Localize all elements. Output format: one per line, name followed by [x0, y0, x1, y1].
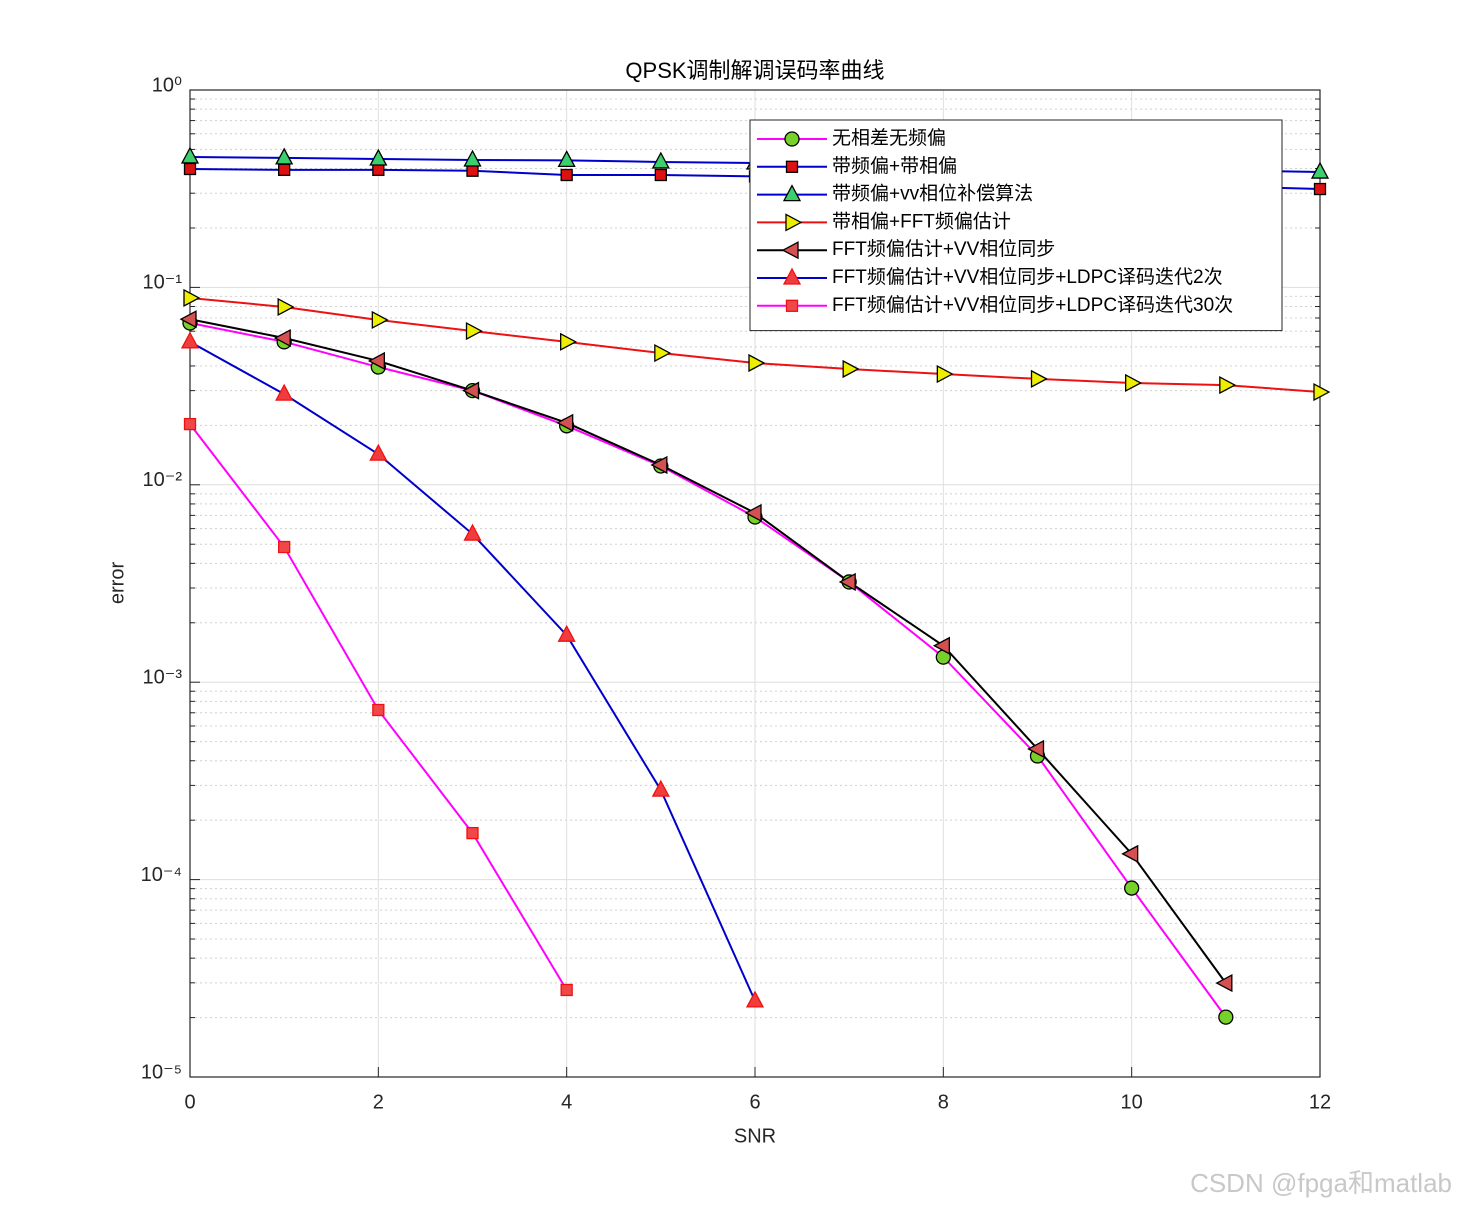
marker	[275, 147, 294, 165]
marker	[463, 149, 482, 167]
legend-label: 带频偏+带相偏	[832, 155, 957, 177]
marker	[371, 310, 389, 330]
marker	[1215, 974, 1233, 993]
legend-label: FFT频偏估计+VV相位同步	[832, 238, 1055, 260]
marker	[650, 455, 668, 475]
series-line	[189, 318, 1227, 984]
x-axis-label: SNR	[734, 1125, 776, 1147]
marker	[462, 381, 480, 400]
marker	[466, 164, 479, 177]
marker	[1121, 844, 1139, 863]
marker	[842, 359, 860, 379]
x-tick-label: 2	[373, 1091, 384, 1113]
marker	[277, 297, 295, 317]
marker	[745, 990, 765, 1008]
marker	[784, 131, 800, 147]
y-tick-label: 10⁻²	[143, 469, 183, 491]
marker	[1219, 376, 1237, 395]
marker	[1027, 739, 1045, 759]
marker	[651, 779, 670, 797]
marker	[651, 151, 670, 169]
marker	[744, 503, 762, 523]
marker	[932, 636, 950, 655]
marker	[748, 353, 766, 373]
legend-label: 带相偏+FFT频偏估计	[832, 210, 1011, 232]
x-tick-label: 8	[938, 1091, 949, 1113]
y-tick-label: 10⁻⁴	[141, 864, 182, 886]
marker	[1313, 182, 1327, 196]
marker	[556, 413, 574, 432]
x-tick-label: 4	[561, 1091, 572, 1113]
marker	[183, 288, 201, 308]
marker	[183, 162, 197, 176]
marker	[1030, 369, 1048, 388]
y-tick-label: 10⁻¹	[143, 272, 183, 294]
legend-box	[749, 119, 1283, 332]
marker	[560, 168, 573, 182]
axes-box	[189, 89, 1321, 1078]
chart-title: QPSK调制解调误码率曲线	[625, 58, 884, 83]
marker	[367, 351, 385, 371]
y-axis-label: error	[106, 562, 128, 605]
legend-label: 无相差无频偏	[832, 127, 946, 149]
marker	[278, 163, 291, 176]
marker	[1124, 880, 1140, 896]
marker	[838, 572, 856, 592]
legend-label: FFT频偏估计+VV相位同步+LDPC译码迭代30次	[832, 294, 1233, 316]
marker	[465, 321, 483, 341]
marker	[179, 310, 197, 329]
marker	[1313, 382, 1331, 402]
marker	[557, 624, 576, 642]
legend-label: FFT频偏估计+VV相位同步+LDPC译码迭代2次	[832, 266, 1223, 288]
marker	[463, 523, 482, 541]
marker	[785, 299, 799, 312]
marker	[654, 343, 672, 363]
marker	[180, 146, 200, 164]
marker	[372, 703, 385, 717]
marker	[275, 383, 294, 401]
y-tick-label: 10⁻³	[143, 666, 183, 688]
marker	[273, 328, 291, 348]
marker	[654, 168, 667, 182]
marker	[369, 443, 388, 461]
x-tick-label: 0	[184, 1091, 195, 1113]
x-tick-label: 12	[1309, 1091, 1331, 1113]
marker	[560, 983, 573, 997]
marker	[557, 150, 576, 168]
marker	[785, 213, 803, 232]
marker	[782, 267, 802, 285]
y-tick-label: 10⁰	[152, 74, 182, 96]
legend-label: 带频偏+vv相位补偿算法	[832, 183, 1033, 205]
marker	[781, 241, 799, 260]
marker	[180, 331, 200, 349]
marker	[936, 364, 954, 384]
marker	[1310, 161, 1330, 179]
y-tick-label: 10⁻⁵	[141, 1061, 182, 1083]
marker	[278, 540, 291, 554]
marker	[372, 163, 385, 176]
marker	[1218, 1009, 1234, 1025]
marker	[785, 160, 799, 173]
marker	[560, 332, 578, 351]
marker	[466, 826, 479, 840]
marker	[1125, 373, 1143, 393]
x-tick-label: 10	[1121, 1091, 1143, 1113]
marker	[782, 184, 802, 202]
watermark: CSDN @fpga和matlab	[1190, 1168, 1452, 1198]
series-line	[189, 322, 1227, 1018]
marker	[369, 148, 388, 166]
x-tick-label: 6	[749, 1091, 760, 1113]
marker	[183, 417, 197, 431]
